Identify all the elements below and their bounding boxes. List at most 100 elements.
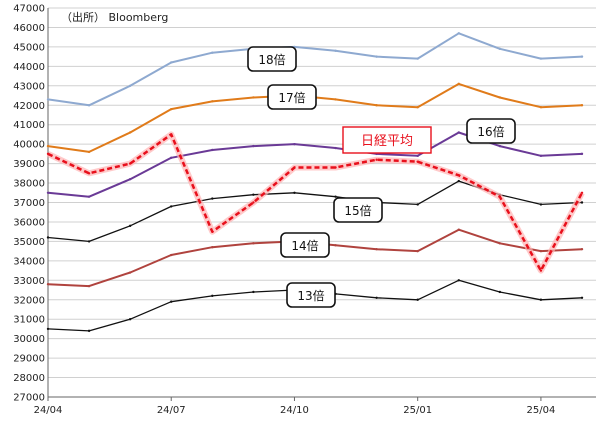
data-point [498, 144, 502, 148]
data-point [539, 154, 543, 158]
data-point [457, 279, 460, 282]
data-point [211, 148, 214, 152]
data-point [293, 166, 296, 169]
data-point [170, 133, 173, 136]
y-tick-label: 33000 [13, 276, 45, 287]
y-tick-label: 29000 [13, 354, 45, 365]
data-point [252, 290, 255, 294]
data-point [457, 32, 460, 35]
data-point [334, 166, 337, 169]
data-point [252, 144, 255, 148]
data-point [46, 98, 50, 101]
data-point [539, 203, 543, 206]
data-point [498, 96, 502, 99]
label-nikkei: 日経平均 [342, 126, 432, 154]
label-16: 16倍 [466, 118, 516, 144]
series-line-nikkei [47, 133, 584, 272]
data-point [457, 179, 460, 183]
data-point [211, 230, 214, 233]
x-tick-label: 24/07 [157, 405, 186, 416]
data-point [46, 282, 50, 286]
data-point [128, 131, 132, 134]
x-tick-label: 25/04 [527, 405, 556, 416]
y-tick-label: 42000 [13, 101, 45, 112]
data-point [46, 236, 50, 239]
data-point [416, 203, 419, 206]
data-point [580, 55, 584, 58]
label-17: 17倍 [267, 84, 317, 110]
data-point [375, 247, 378, 251]
data-point [416, 57, 419, 60]
y-tick-label: 37000 [13, 198, 45, 209]
data-point [539, 57, 543, 60]
data-point [87, 150, 91, 154]
data-point [170, 300, 173, 303]
data-point [252, 193, 255, 196]
data-point [252, 96, 255, 99]
y-tick-label: 35000 [13, 237, 45, 248]
data-point [170, 253, 173, 257]
data-point [211, 100, 214, 103]
data-point [170, 107, 173, 111]
data-point [498, 47, 502, 51]
y-tick-label: 27000 [13, 393, 45, 404]
data-point [580, 152, 584, 156]
data-point [46, 327, 50, 331]
y-tick-label: 34000 [13, 256, 45, 267]
series-line-16倍 [47, 131, 583, 198]
y-tick-label: 32000 [13, 295, 45, 306]
data-point [416, 298, 419, 301]
label-16-text: 16倍 [477, 124, 504, 139]
data-point [498, 290, 502, 294]
label-18-text: 18倍 [258, 52, 285, 67]
data-point [498, 242, 502, 245]
data-point [211, 197, 214, 200]
label-17-text: 17倍 [278, 90, 305, 105]
data-point [375, 104, 378, 107]
data-point [457, 82, 460, 86]
data-point [375, 55, 378, 58]
data-point [375, 158, 378, 161]
y-tick-label: 40000 [13, 140, 45, 151]
label-18: 18倍 [247, 46, 297, 72]
data-point [457, 228, 460, 231]
series-line-18倍 [47, 32, 583, 107]
source-note: （出所） Bloomberg [61, 11, 169, 24]
data-point [128, 271, 132, 274]
data-point [252, 201, 255, 204]
data-point [416, 154, 419, 158]
data-point [580, 191, 584, 194]
label-15-text: 15倍 [344, 203, 371, 218]
data-point [211, 51, 214, 54]
y-tick-label: 28000 [13, 373, 45, 384]
data-point [334, 195, 337, 198]
data-point [580, 247, 584, 251]
data-point [457, 131, 460, 134]
data-point [539, 298, 543, 301]
data-point [539, 269, 543, 272]
data-point [211, 294, 214, 298]
data-point [252, 242, 255, 245]
data-point [580, 296, 584, 300]
data-point [128, 177, 132, 181]
data-point [416, 105, 419, 109]
data-point [293, 142, 296, 146]
data-point [87, 329, 91, 333]
y-tick-label: 41000 [13, 120, 45, 131]
y-tick-label: 39000 [13, 159, 45, 170]
y-tick-label: 30000 [13, 334, 45, 345]
data-point [416, 249, 419, 253]
data-point [46, 152, 50, 156]
y-tick-label: 31000 [13, 315, 45, 326]
label-13-text: 13倍 [297, 288, 324, 303]
data-point [170, 156, 173, 159]
y-tick-label: 46000 [13, 23, 45, 34]
data-point [87, 240, 91, 243]
data-point [334, 146, 337, 150]
y-tick-label: 47000 [13, 4, 45, 15]
data-point [293, 191, 296, 194]
data-point [128, 318, 132, 321]
data-point [375, 296, 378, 300]
